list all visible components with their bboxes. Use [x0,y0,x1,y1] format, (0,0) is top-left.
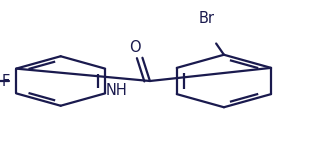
Text: Br: Br [199,11,215,26]
Text: NH: NH [105,83,127,98]
Text: O: O [129,40,141,55]
Text: F: F [2,74,10,88]
